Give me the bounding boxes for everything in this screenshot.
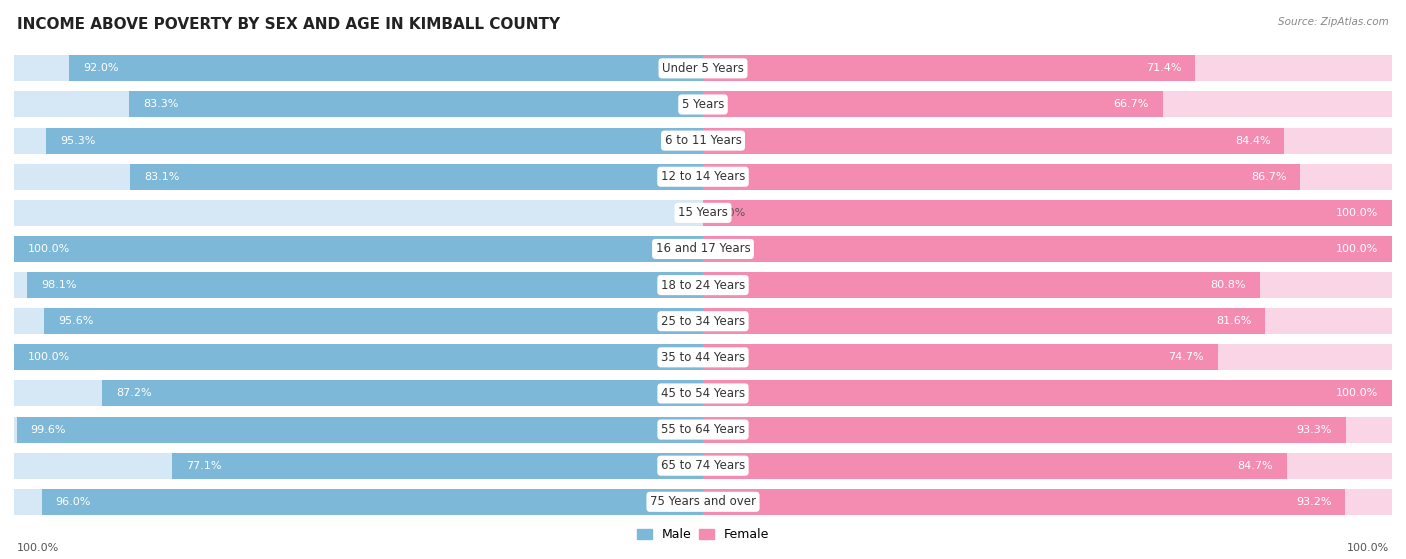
Text: 18 to 24 Years: 18 to 24 Years — [661, 278, 745, 292]
Text: 65 to 74 Years: 65 to 74 Years — [661, 459, 745, 472]
Bar — [703, 381, 1392, 406]
Text: 75 Years and over: 75 Years and over — [650, 495, 756, 508]
Bar — [703, 489, 1346, 515]
Text: 100.0%: 100.0% — [1336, 208, 1378, 218]
Text: 84.4%: 84.4% — [1234, 136, 1271, 145]
Bar — [703, 272, 1260, 298]
Text: Under 5 Years: Under 5 Years — [662, 62, 744, 75]
Bar — [703, 127, 1285, 154]
Text: 96.0%: 96.0% — [55, 497, 91, 507]
Text: 100.0%: 100.0% — [1347, 543, 1389, 553]
Text: 92.0%: 92.0% — [83, 63, 118, 73]
Bar — [703, 308, 1265, 334]
Bar — [703, 344, 1218, 370]
Text: 98.1%: 98.1% — [41, 280, 76, 290]
Text: INCOME ABOVE POVERTY BY SEX AND AGE IN KIMBALL COUNTY: INCOME ABOVE POVERTY BY SEX AND AGE IN K… — [17, 17, 560, 32]
Text: 87.2%: 87.2% — [117, 389, 152, 399]
Text: 86.7%: 86.7% — [1251, 172, 1286, 182]
Bar — [703, 164, 1392, 190]
Bar — [703, 92, 1392, 117]
Bar — [14, 416, 703, 443]
Bar — [703, 416, 1346, 443]
Bar — [703, 272, 1392, 298]
Bar — [172, 453, 703, 479]
Text: 84.7%: 84.7% — [1237, 461, 1272, 471]
Text: 6 to 11 Years: 6 to 11 Years — [665, 134, 741, 147]
Bar — [14, 453, 703, 479]
Text: 95.6%: 95.6% — [58, 316, 94, 326]
Legend: Male, Female: Male, Female — [631, 523, 775, 547]
Bar — [14, 92, 703, 117]
Bar — [703, 453, 1286, 479]
Text: 25 to 34 Years: 25 to 34 Years — [661, 315, 745, 328]
Bar — [703, 92, 1163, 117]
Text: 66.7%: 66.7% — [1114, 100, 1149, 110]
Bar — [703, 55, 1392, 82]
Text: 74.7%: 74.7% — [1168, 352, 1204, 362]
Bar — [703, 344, 1392, 370]
Text: Source: ZipAtlas.com: Source: ZipAtlas.com — [1278, 17, 1389, 27]
Text: 55 to 64 Years: 55 to 64 Years — [661, 423, 745, 436]
Text: 12 to 14 Years: 12 to 14 Years — [661, 170, 745, 183]
Text: 15 Years: 15 Years — [678, 206, 728, 219]
Text: 100.0%: 100.0% — [28, 352, 70, 362]
Text: 35 to 44 Years: 35 to 44 Years — [661, 351, 745, 364]
Bar — [14, 381, 703, 406]
Text: 100.0%: 100.0% — [1336, 389, 1378, 399]
Bar — [14, 55, 703, 82]
Bar — [703, 164, 1301, 190]
Bar — [69, 55, 703, 82]
Text: 99.6%: 99.6% — [31, 425, 66, 434]
Text: 95.3%: 95.3% — [60, 136, 96, 145]
Bar — [703, 200, 1392, 226]
Bar — [703, 236, 1392, 262]
Text: 83.3%: 83.3% — [143, 100, 179, 110]
Bar — [703, 200, 1392, 226]
Bar — [14, 272, 703, 298]
Bar — [14, 164, 703, 190]
Text: 77.1%: 77.1% — [186, 461, 221, 471]
Bar — [46, 127, 703, 154]
Bar — [703, 55, 1195, 82]
Bar — [131, 164, 703, 190]
Bar — [703, 308, 1392, 334]
Bar — [703, 236, 1392, 262]
Text: 81.6%: 81.6% — [1216, 316, 1251, 326]
Text: 100.0%: 100.0% — [17, 543, 59, 553]
Bar — [129, 92, 703, 117]
Bar — [703, 416, 1392, 443]
Text: 93.3%: 93.3% — [1296, 425, 1331, 434]
Text: 16 and 17 Years: 16 and 17 Years — [655, 243, 751, 255]
Bar — [14, 236, 703, 262]
Bar — [17, 416, 703, 443]
Bar — [14, 127, 703, 154]
Bar — [703, 381, 1392, 406]
Bar — [14, 200, 703, 226]
Text: 100.0%: 100.0% — [1336, 244, 1378, 254]
Bar — [14, 489, 703, 515]
Text: 80.8%: 80.8% — [1211, 280, 1246, 290]
Bar — [14, 308, 703, 334]
Text: 83.1%: 83.1% — [145, 172, 180, 182]
Text: 100.0%: 100.0% — [28, 244, 70, 254]
Bar — [703, 489, 1392, 515]
Text: 0.0%: 0.0% — [717, 208, 745, 218]
Bar — [14, 344, 703, 370]
Bar — [45, 308, 703, 334]
Text: 71.4%: 71.4% — [1146, 63, 1181, 73]
Bar — [703, 453, 1392, 479]
Text: 5 Years: 5 Years — [682, 98, 724, 111]
Text: 93.2%: 93.2% — [1296, 497, 1331, 507]
Bar — [703, 127, 1392, 154]
Text: 45 to 54 Years: 45 to 54 Years — [661, 387, 745, 400]
Bar — [27, 272, 703, 298]
Bar — [14, 344, 703, 370]
Bar — [42, 489, 703, 515]
Bar — [14, 236, 703, 262]
Bar — [103, 381, 703, 406]
